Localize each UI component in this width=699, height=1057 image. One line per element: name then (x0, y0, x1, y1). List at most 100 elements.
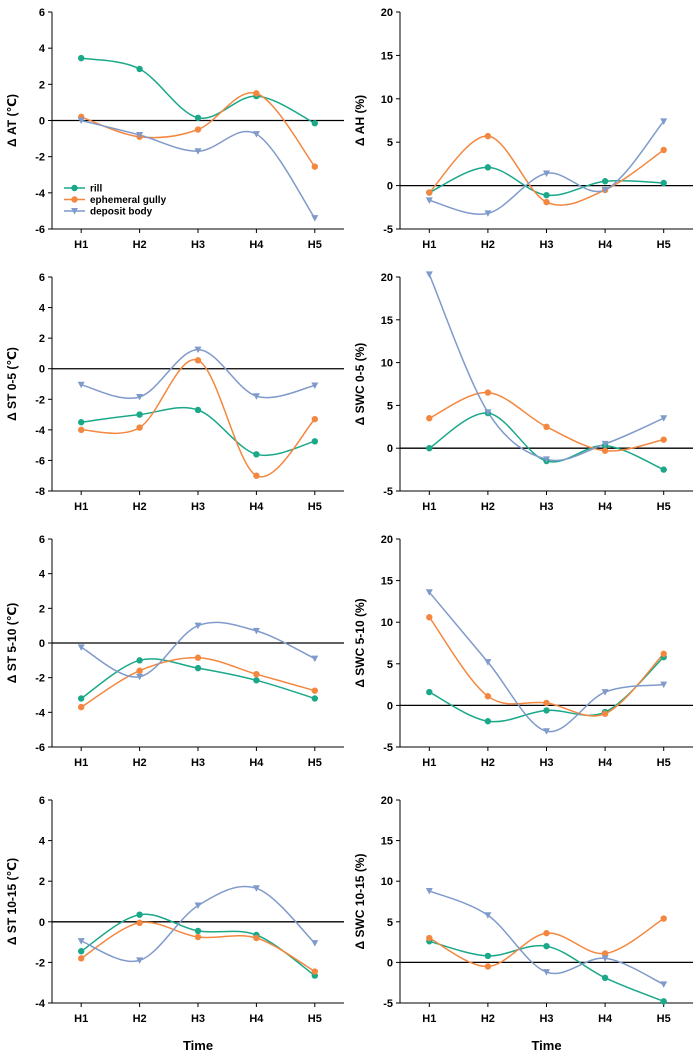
data-point (660, 146, 667, 154)
data-point (194, 357, 202, 364)
series-line-rill (80, 658, 316, 700)
x-axis-label: Time (531, 1038, 561, 1053)
data-point (543, 728, 550, 735)
y-tick-label: 20 (381, 534, 393, 546)
data-point (484, 210, 492, 217)
x-tick-label: H2 (133, 501, 147, 513)
y-tick-label: 0 (39, 917, 45, 929)
data-point (78, 695, 85, 702)
data-point (136, 411, 143, 418)
data-point (543, 456, 550, 463)
x-tick-label: H2 (481, 501, 495, 513)
data-point (484, 389, 492, 396)
x-tick-label: H2 (133, 1013, 147, 1025)
data-point (136, 667, 143, 674)
x-tick-label: H5 (308, 1013, 322, 1025)
data-point (194, 126, 202, 133)
x-tick-label: H4 (598, 239, 613, 251)
y-tick-label: -4 (35, 998, 46, 1010)
y-tick-label: 10 (381, 358, 393, 370)
data-point (426, 934, 433, 942)
chart-panel-left-3: -6 -4 -2 0 2 4 6 H1 H2 H3 H4 H5 Δ ST 5-10 (℃) (5, 534, 344, 769)
y-tick-label: 4 (39, 43, 46, 55)
series-line-ephemeral-gully (80, 91, 316, 168)
x-tick-label: H4 (249, 757, 264, 769)
data-point (660, 981, 668, 988)
data-point (253, 934, 260, 942)
data-point (484, 659, 492, 666)
data-point (601, 955, 609, 962)
data-point (252, 885, 260, 892)
chart-panel-right-4: -5 0 5 10 15 20 H1 H2 H3 H4 H5 Δ SWC 10-15 (%) Time (353, 795, 693, 1053)
data-point (311, 968, 318, 975)
data-point (543, 929, 550, 937)
data-point (136, 65, 143, 73)
x-tick-label: H1 (422, 1013, 436, 1025)
data-point (136, 424, 143, 431)
y-tick-label: 2 (39, 333, 45, 345)
y-tick-label: 5 (387, 137, 393, 149)
x-tick-label: H3 (539, 1013, 553, 1025)
data-point (78, 955, 85, 962)
data-point (660, 118, 668, 125)
y-tick-label: -5 (383, 224, 393, 236)
x-tick-label: H1 (422, 757, 436, 769)
data-point (660, 650, 667, 658)
x-tick-label: H2 (481, 239, 495, 251)
data-point (311, 215, 319, 222)
data-point (660, 998, 667, 1005)
y-axis-label: Δ ST 0-5 (℃) (5, 347, 19, 421)
data-point (78, 54, 85, 62)
data-point (252, 393, 260, 400)
x-tick-label: H2 (481, 757, 495, 769)
y-tick-label: 2 (39, 603, 45, 615)
data-point (543, 191, 550, 199)
data-point (194, 114, 202, 121)
y-tick-label: -4 (35, 707, 46, 719)
x-tick-label: H5 (308, 501, 322, 513)
data-point (77, 644, 85, 651)
x-tick-label: H2 (133, 239, 147, 251)
data-point (253, 90, 260, 97)
data-point (136, 957, 144, 964)
y-tick-label: 10 (381, 94, 393, 106)
y-axis-label: Δ ST 5-10 (℃) (5, 603, 19, 684)
data-point (253, 472, 260, 479)
series-line-deposit-body (428, 274, 665, 462)
y-tick-label: -6 (35, 742, 45, 754)
data-point (194, 933, 202, 941)
data-point (78, 703, 85, 711)
x-tick-label: H5 (657, 239, 671, 251)
data-point (484, 693, 492, 700)
legend-label: deposit body (90, 207, 153, 218)
data-point (425, 197, 433, 204)
data-point (484, 409, 492, 416)
data-point (484, 952, 492, 960)
legend-marker (71, 208, 78, 215)
data-point (543, 942, 550, 950)
data-point (136, 393, 144, 401)
data-point (136, 657, 143, 664)
x-tick-label: H1 (422, 239, 436, 251)
data-point (136, 131, 144, 139)
data-point (660, 436, 667, 443)
data-point (426, 688, 433, 696)
y-axis-label: Δ AH (%) (353, 95, 367, 146)
y-tick-label: -2 (35, 673, 45, 685)
legend-marker (71, 184, 78, 192)
chart-panel-right-3: -5 0 5 10 15 20 H1 H2 H3 H4 H5 Δ SWC 5-10 (%) (353, 534, 693, 769)
series-line-deposit-body (81, 119, 316, 219)
data-point (253, 451, 260, 458)
data-point (311, 695, 318, 702)
data-point (311, 940, 319, 947)
data-point (253, 671, 260, 678)
data-point (484, 718, 492, 725)
data-point (194, 902, 202, 910)
y-axis-label: Δ ST 10-15 (℃) (5, 858, 19, 945)
data-point (543, 699, 550, 707)
data-point (426, 415, 433, 422)
y-tick-label: 0 (39, 638, 45, 650)
legend-marker (71, 196, 78, 203)
x-tick-label: H2 (133, 757, 147, 769)
y-tick-label: 0 (387, 700, 393, 712)
